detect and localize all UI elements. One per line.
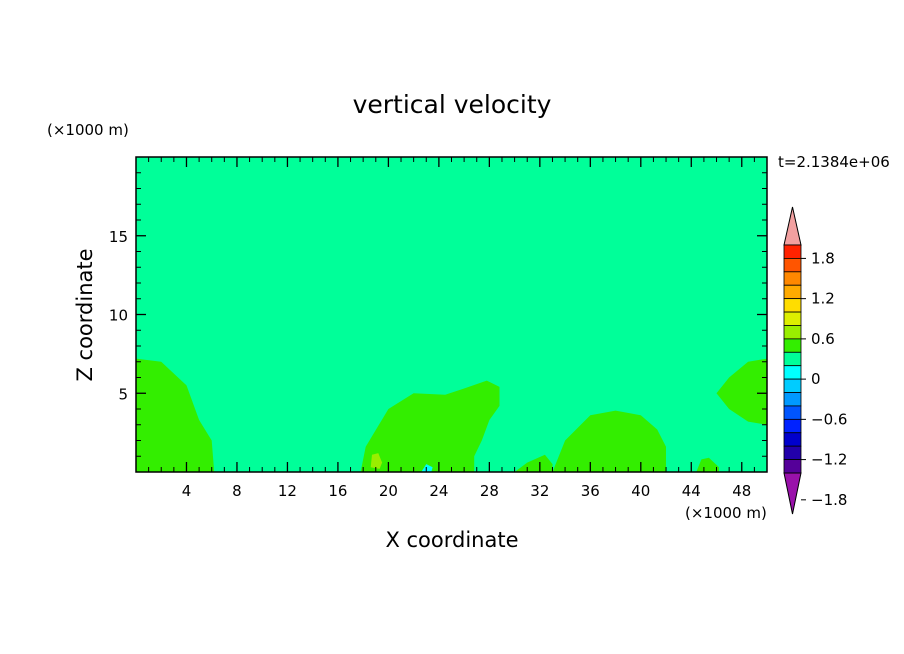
y-axis-label: Z coordinate xyxy=(73,248,97,381)
contour-region-small-patch-19 xyxy=(370,453,383,469)
x-axis-ticks: 4 8 12 16 20 24 28 32 36 40 44 48 xyxy=(148,157,755,500)
contour-region-right-centre-lower xyxy=(552,410,666,472)
colorbar-level xyxy=(783,418,802,434)
colorbar-tick-label: −1.8 xyxy=(811,491,847,509)
colorbar-tick-label: 0.6 xyxy=(811,330,835,348)
colorbar-level xyxy=(783,378,802,393)
colorbar-tick-label: 1.2 xyxy=(811,290,835,308)
x-tick-label: 16 xyxy=(328,482,347,500)
contour-region-right-edge xyxy=(716,358,767,425)
colorbar-level xyxy=(783,351,802,367)
colorbar-level xyxy=(783,338,802,353)
x-tick-label: 24 xyxy=(429,482,448,500)
colorbar-tick-label: 0 xyxy=(811,370,821,388)
contour-region-small-patch-31 xyxy=(514,454,553,472)
x-axis-unit: (×1000 m) xyxy=(685,504,767,522)
contour-region-small-patch-23 xyxy=(421,464,433,472)
colorbar-level xyxy=(783,445,802,460)
x-axis-label: X coordinate xyxy=(385,528,518,552)
y-axis-unit: (×1000 m) xyxy=(47,121,129,139)
x-tick-label: 32 xyxy=(530,482,549,500)
x-tick-label: 4 xyxy=(182,482,192,500)
colorbar-level xyxy=(783,298,802,313)
colorbar-level xyxy=(783,405,802,420)
contour-region-central-lower xyxy=(360,380,500,472)
chart-title: vertical velocity xyxy=(353,90,552,119)
x-tick-label: 48 xyxy=(732,482,751,500)
colorbar-level xyxy=(783,244,802,259)
colorbar-tick-label: −1.2 xyxy=(811,451,847,469)
colorbar-upper-arrow xyxy=(783,206,802,246)
colorbar-level xyxy=(783,432,802,447)
colorbar-level xyxy=(783,284,802,300)
x-tick-label: 44 xyxy=(682,482,701,500)
y-tick-label: 10 xyxy=(109,307,128,325)
x-tick-label: 12 xyxy=(278,482,297,500)
colorbar-level xyxy=(783,392,802,407)
y-tick-label: 15 xyxy=(109,228,128,246)
colorbar-level xyxy=(783,459,802,474)
y-tick-label: 5 xyxy=(118,385,128,403)
x-tick-label: 36 xyxy=(581,482,600,500)
x-tick-label: 40 xyxy=(631,482,650,500)
colorbar-level xyxy=(783,365,802,380)
colorbar: 1.8 1.2 0.6 0 −0.6 −1.2 −1.8 xyxy=(783,206,847,515)
time-label: t=2.1384e+06 xyxy=(778,153,890,171)
colorbar-level xyxy=(783,258,802,273)
colorbar-level xyxy=(783,271,802,286)
contour-region-small-patch-45 xyxy=(696,457,719,472)
y-axis-ticks: 5 10 15 xyxy=(109,172,767,457)
colorbar-tick-label: −0.6 xyxy=(811,410,847,428)
x-tick-label: 20 xyxy=(379,482,398,500)
contour-region-left-lower xyxy=(136,358,215,472)
x-tick-label: 8 xyxy=(232,482,242,500)
colorbar-lower-arrow xyxy=(783,472,802,515)
plot-area xyxy=(135,156,768,473)
colorbar-tick-label: 1.8 xyxy=(811,249,835,267)
x-tick-label: 28 xyxy=(480,482,499,500)
colorbar-level xyxy=(783,311,802,326)
colorbar-level xyxy=(783,325,802,340)
